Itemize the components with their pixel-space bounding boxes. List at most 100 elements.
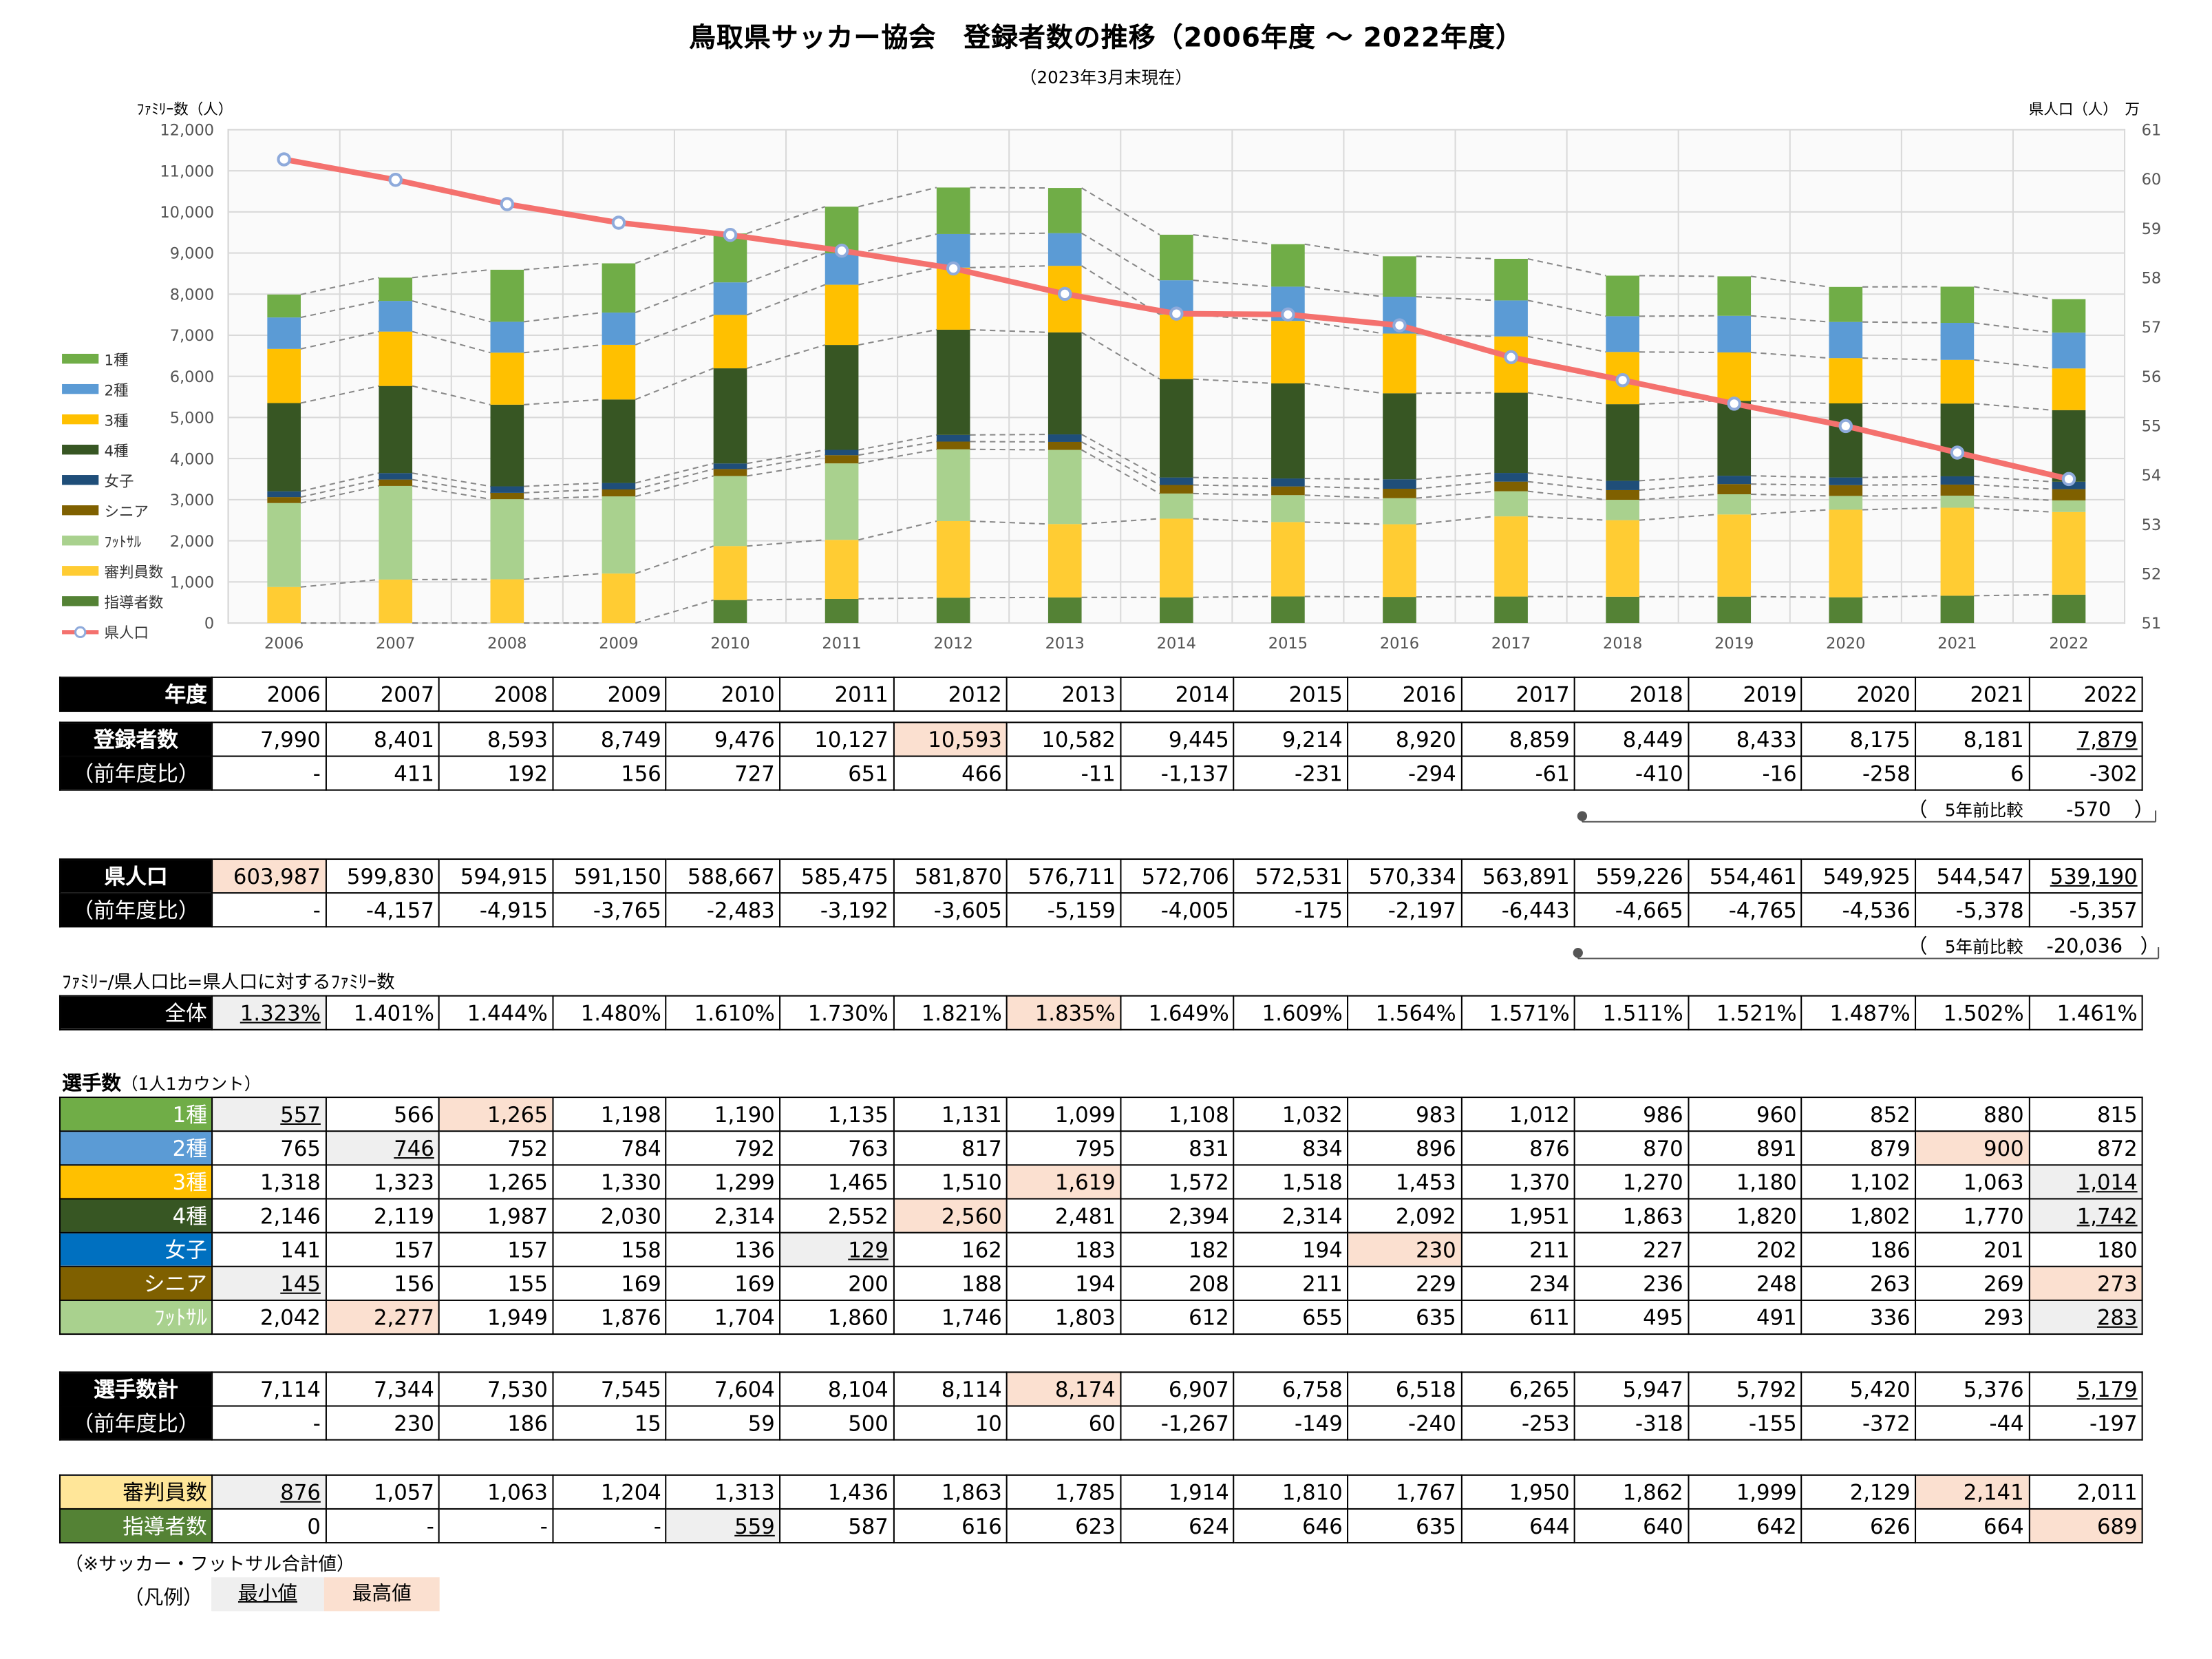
bar-segment [936, 187, 970, 234]
bar-segment [490, 321, 524, 353]
bar-segment [1160, 314, 1193, 379]
coach-cell: 664 [1914, 1508, 2030, 1544]
players-4-cell: 183 [1006, 1232, 1121, 1267]
legend-swatch [62, 445, 99, 455]
series-connector [1527, 516, 1606, 521]
series-connector [1304, 485, 1383, 490]
bar-segment [1717, 596, 1752, 624]
bar-segment [2052, 332, 2086, 369]
players-0-cell: 1,135 [778, 1097, 895, 1132]
bar-segment [1494, 336, 1528, 393]
series-connector [1974, 494, 2052, 501]
bar-segment [1829, 496, 1863, 510]
series-connector [747, 449, 825, 465]
series-connector [1416, 255, 1495, 260]
bar-segment [936, 598, 970, 624]
bar-segment [490, 352, 524, 405]
series-connector [524, 399, 602, 405]
y-tick-label: 2,000 [170, 533, 214, 551]
players-1-cell: 896 [1346, 1130, 1462, 1166]
bar-segment [1717, 484, 1752, 494]
players-total-cell: 5,179 [2028, 1371, 2143, 1407]
players-total-cell: 8,114 [892, 1371, 1008, 1407]
players-total-cell: 5,792 [1687, 1371, 1802, 1407]
bar-segment [936, 329, 970, 435]
series-connector [1193, 595, 1272, 598]
series-connector [1416, 296, 1495, 302]
players-2-cell: 1,323 [325, 1164, 440, 1200]
registration-cell: 8,175 [1800, 721, 1916, 757]
series-connector [1974, 286, 2052, 300]
series-connector [858, 187, 937, 208]
bar-segment [1829, 403, 1863, 478]
ratio-table: 全体 1.323% 1.401% 1.444% 1.480% 1.610% 1.730% 1.… [59, 995, 2143, 1031]
players-2-cell: 1,465 [778, 1164, 895, 1200]
bar-segment [1606, 480, 1639, 490]
bar-segment [936, 441, 970, 450]
population-yoy-cell: -3,765 [552, 892, 668, 928]
registration-cell: 7,879 [2028, 721, 2143, 757]
population-cell: 585,475 [778, 858, 895, 894]
registration-cell: 8,449 [1573, 721, 1689, 757]
population-yoy-cell: -3,192 [778, 892, 895, 928]
series-connector [635, 233, 714, 264]
players-6-cell: 491 [1687, 1299, 1802, 1335]
legend-swatch [62, 505, 99, 516]
bar-segment [1494, 516, 1528, 597]
population-cell: 591,150 [552, 858, 668, 894]
players-2-cell: 1,318 [211, 1164, 327, 1200]
series-connector [524, 312, 602, 323]
series-connector [1304, 286, 1383, 298]
bar-segment [490, 404, 524, 487]
bar-segment [1829, 286, 1863, 322]
series-connector [1304, 243, 1383, 257]
y-tick-label: 7,000 [170, 327, 214, 345]
registration-yoy-cell: 651 [778, 755, 895, 791]
y-tick-label: 11,000 [160, 162, 214, 180]
population-point [834, 243, 849, 258]
players-5-cell: 194 [1006, 1265, 1121, 1301]
series-connector [970, 232, 1048, 235]
players-1-cell: 784 [552, 1130, 668, 1166]
referee-label: 審判員数 [59, 1474, 213, 1510]
bar-segment [1717, 476, 1752, 485]
ratio-cell: 1.480% [552, 995, 668, 1031]
reg-five-year-comparison: （ 5年前比較 -570 ） [1908, 795, 2154, 823]
x-tick-label: 2022 [2049, 635, 2088, 653]
year-cell: 2018 [1573, 676, 1689, 712]
bar-segment [936, 449, 970, 521]
players-4-cell: 162 [892, 1232, 1008, 1267]
series-connector [858, 266, 937, 286]
year-cell: 2015 [1233, 676, 1348, 712]
players-0-cell: 986 [1573, 1097, 1689, 1132]
series-connector [1081, 187, 1160, 235]
bar-segment [1383, 479, 1416, 489]
series-connector [970, 434, 1048, 436]
series-connector [300, 385, 379, 404]
players-2-cell: 1,063 [1914, 1164, 2030, 1200]
players-4-cell: 211 [1460, 1232, 1575, 1267]
population-yoy-cell: -4,536 [1800, 892, 1916, 928]
bar-segment [490, 486, 524, 493]
players-4-cell: 141 [211, 1232, 327, 1267]
series-connector [300, 330, 379, 350]
players-5-cell: 156 [325, 1265, 440, 1301]
players-3-cell: 2,552 [778, 1198, 895, 1234]
players-1-cell: 870 [1573, 1130, 1689, 1166]
x-tick-label: 2012 [934, 635, 973, 653]
series-connector [1862, 507, 1941, 511]
bar-segment [1047, 188, 1082, 233]
series-connector [1639, 514, 1718, 521]
series-connector [1527, 392, 1606, 405]
population-yoy-cell: -6,443 [1460, 892, 1575, 928]
bar-segment [1940, 595, 1975, 624]
coach-label: 指導者数 [59, 1508, 213, 1544]
players-0-cell: 566 [325, 1097, 440, 1132]
players-4-cell: 201 [1914, 1232, 2030, 1267]
ratio-cell: 1.444% [438, 995, 554, 1031]
bar-segment [713, 463, 747, 469]
players-5-cell: 200 [778, 1265, 895, 1301]
players-total-yoy-cell: 230 [325, 1405, 440, 1441]
series-connector [747, 539, 825, 547]
legend-label: 4種 [104, 443, 128, 460]
